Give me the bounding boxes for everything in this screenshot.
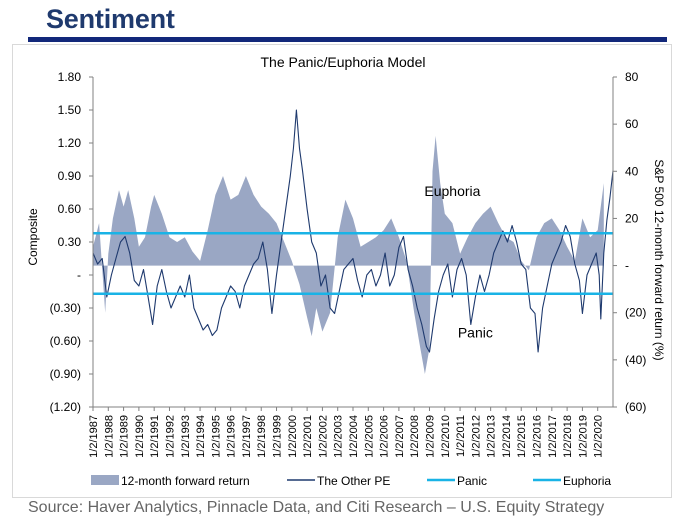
x-tick-label: 1/2/1993 [180,415,192,458]
x-tick-label: 1/2/2020 [593,415,605,458]
legend-label: Panic [457,474,487,488]
x-tick-label: 1/2/1989 [119,415,131,458]
legend-swatch-forward-return [91,475,119,485]
series-forward-return-area [93,135,604,374]
x-tick-label: 1/2/1987 [88,415,100,458]
y-tick-label: - [77,268,81,282]
y-tick-label: 1.20 [58,136,82,150]
x-tick-label: 1/2/2013 [486,415,498,458]
x-tick-label: 1/2/2006 [379,415,391,458]
x-tick-label: 1/2/2005 [363,415,375,458]
x-tick-label: 1/2/2009 [424,415,436,458]
plot-area: 1.80 1.50 1.20 0.90 0.60 0.30 - (0.30) (0.60) (0.… [50,70,647,488]
x-tick-label: 1/2/1997 [241,415,253,458]
y-tick-label: (0.60) [50,334,81,348]
x-tick-label: 1/2/2003 [333,415,345,458]
chart-title: The Panic/Euphoria Model [261,54,426,70]
y-tick-label: (1.20) [50,400,81,414]
x-tick-label: 1/2/1990 [134,415,146,458]
x-tick-label: 1/2/2018 [562,415,574,458]
source-note: Source: Haver Analytics, Pinnacle Data, … [28,499,605,516]
y2-tick-label: 20 [625,211,639,225]
y-tick-label: 0.30 [58,235,82,249]
x-tick-label: 1/2/2014 [501,415,513,458]
y2-tick-label: (20) [625,306,646,320]
x-tick-label: 1/2/2011 [455,415,467,457]
header-rule [28,37,667,42]
x-tick-label: 1/2/1988 [103,415,115,458]
y-tick-label: 0.90 [58,169,82,183]
x-tick-label: 1/2/1991 [149,415,161,458]
y-axis-label: Composite [26,208,40,266]
y2-tick-label: 60 [625,117,639,131]
y2-axis-label: S&P 500 12-month forward return (%) [652,159,666,360]
y2-tick-label: - [625,259,629,273]
x-tick-label: 1/2/2008 [409,415,421,458]
x-tick-label: 1/2/1999 [272,415,284,458]
legend-label: The Other PE [317,474,390,488]
y2-tick-label: (40) [625,353,646,367]
y-tick-label: (0.90) [50,367,81,381]
x-tick-label: 1/2/1992 [164,415,176,458]
y2-tick-label: 80 [625,70,639,84]
legend-label: Euphoria [563,474,611,488]
legend-label: 12-month forward return [121,474,250,488]
x-tick-label: 1/2/2004 [348,415,360,458]
page-title: Sentiment [46,4,175,34]
x-tick-label: 1/2/1995 [210,415,222,458]
panic-euphoria-chart: The Panic/Euphoria Model Composite S&P 5… [26,54,666,488]
x-tick-label: 1/2/2010 [440,415,452,458]
x-tick-label: 1/2/2001 [302,415,314,458]
x-tick-label: 1/2/2019 [577,415,589,458]
x-tick-label: 1/2/1996 [226,415,238,458]
y-tick-label: 1.50 [58,103,82,117]
x-tick-label: 1/2/2017 [547,415,559,458]
x-tick-label: 1/2/2000 [287,415,299,458]
annotation-euphoria: Euphoria [424,183,480,199]
x-tick-label: 1/2/2016 [532,415,544,458]
x-tick-label: 1/2/2007 [394,415,406,458]
y-tick-label: (0.30) [50,301,81,315]
y-tick-label: 1.80 [58,70,82,84]
y-tick-label: 0.60 [58,202,82,216]
annotation-panic: Panic [458,325,493,341]
y2-tick-label: (60) [625,400,646,414]
y2-tick-label: 40 [625,164,639,178]
x-tick-label: 1/2/1994 [195,415,207,458]
x-tick-label: 1/2/2002 [317,415,329,458]
x-tick-label: 1/2/2015 [516,415,528,458]
chart-frame: The Panic/Euphoria Model Composite S&P 5… [12,44,672,498]
x-tick-label: 1/2/2012 [470,415,482,458]
x-tick-label: 1/2/1998 [256,415,268,458]
